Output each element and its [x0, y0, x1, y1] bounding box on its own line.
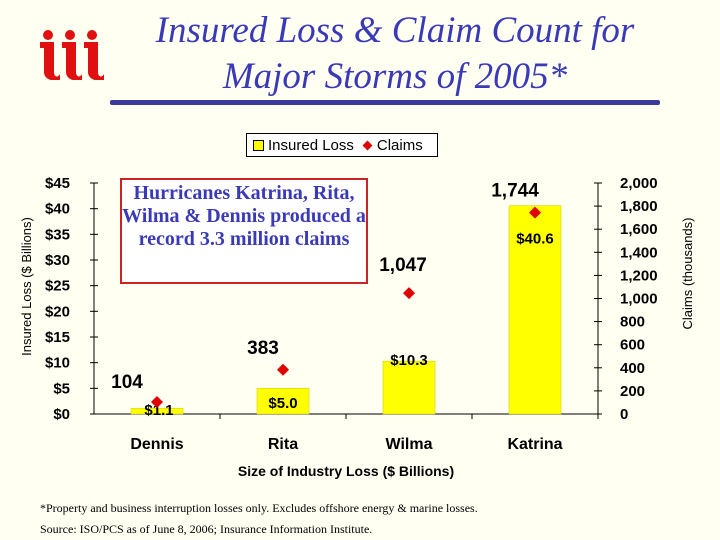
- y2-tick-label: 600: [620, 337, 645, 354]
- claims-marker: [277, 363, 289, 376]
- y2-tick-label: 400: [620, 360, 645, 377]
- title-rule: [110, 100, 660, 105]
- y-tick-label: $45: [45, 175, 70, 192]
- x-category-label: Wilma: [386, 436, 433, 453]
- x-axis-title: Size of Industry Loss ($ Billions): [238, 463, 454, 479]
- y-tick-label: $10: [45, 355, 70, 372]
- claims-data-label: 1,744: [491, 181, 539, 202]
- legend-item-insured-loss: Insured Loss: [253, 137, 354, 154]
- page-title: Insured Loss & Claim Count for Major Sto…: [155, 10, 635, 97]
- y2-tick-label: 0: [620, 406, 628, 423]
- y2-axis-title: Claims (thousands): [680, 218, 695, 330]
- bar-insured-loss: [382, 360, 436, 415]
- y2-tick-label: 1,000: [620, 291, 658, 308]
- legend-swatch-diamond: [362, 140, 373, 150]
- legend: Insured Loss Claims: [246, 133, 438, 157]
- y-tick-label: $20: [45, 303, 70, 320]
- x-category-label: Dennis: [130, 436, 183, 453]
- y-tick-label: $35: [45, 226, 70, 243]
- legend-label-claims: Claims: [376, 136, 423, 154]
- callout-box: Hurricanes Katrina, Rita, Wilma & Dennis…: [120, 178, 368, 284]
- bar-insured-loss: [508, 205, 562, 415]
- legend-label-insured-loss: Insured Loss: [268, 136, 354, 154]
- y-tick-label: $0: [53, 406, 70, 423]
- bar-data-label: $1.1: [144, 402, 173, 419]
- claims-data-label: 383: [247, 338, 279, 359]
- bar-insured-loss: [256, 388, 310, 415]
- bar-data-label: $5.0: [268, 395, 297, 412]
- y-tick-label: $15: [45, 329, 70, 346]
- x-category-label: Rita: [268, 436, 298, 453]
- source-note: Source: ISO/PCS as of June 8, 2006; Insu…: [40, 522, 373, 536]
- y-tick-label: $25: [45, 278, 70, 295]
- footnote: *Property and business interruption loss…: [40, 501, 478, 515]
- x-category-label: Katrina: [507, 436, 562, 453]
- y-tick-label: $40: [45, 201, 70, 218]
- bar-data-label: $40.6: [516, 231, 554, 248]
- y2-tick-label: 1,800: [620, 198, 658, 215]
- y2-tick-label: 800: [620, 314, 645, 331]
- claims-marker: [529, 206, 541, 219]
- y2-tick-label: 1,600: [620, 221, 658, 238]
- y2-tick-label: 200: [620, 383, 645, 400]
- y-axis-title: Insured Loss ($ Billions): [19, 217, 34, 356]
- claims-marker: [403, 287, 415, 300]
- y2-tick-label: 2,000: [620, 175, 658, 192]
- iii-logo: [40, 30, 104, 80]
- claims-data-label: 1,047: [379, 255, 427, 276]
- y2-tick-label: 1,200: [620, 267, 658, 284]
- claims-data-label: 104: [111, 372, 143, 393]
- bar-insured-loss: [130, 408, 184, 415]
- y2-tick-label: 1,400: [620, 244, 658, 261]
- bar-data-label: $10.3: [390, 352, 428, 369]
- y-tick-label: $5: [53, 380, 70, 397]
- legend-item-claims: Claims: [362, 137, 423, 154]
- legend-swatch-bar: [253, 139, 264, 151]
- y-tick-label: $30: [45, 252, 70, 269]
- claims-marker: [151, 395, 163, 408]
